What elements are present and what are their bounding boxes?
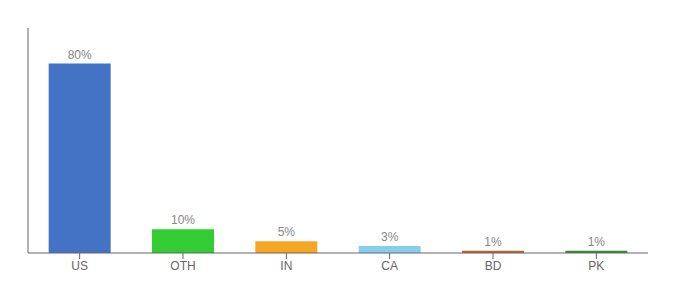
svg-text:10%: 10% <box>171 213 195 227</box>
svg-text:PK: PK <box>588 259 604 273</box>
svg-text:OTH: OTH <box>170 259 195 273</box>
svg-text:80%: 80% <box>68 48 92 62</box>
svg-text:IN: IN <box>280 259 292 273</box>
svg-text:1%: 1% <box>588 235 606 249</box>
svg-text:1%: 1% <box>484 235 502 249</box>
svg-text:5%: 5% <box>278 225 296 239</box>
svg-text:CA: CA <box>381 259 398 273</box>
svg-text:BD: BD <box>485 259 502 273</box>
svg-text:3%: 3% <box>381 230 399 244</box>
svg-text:US: US <box>71 259 88 273</box>
